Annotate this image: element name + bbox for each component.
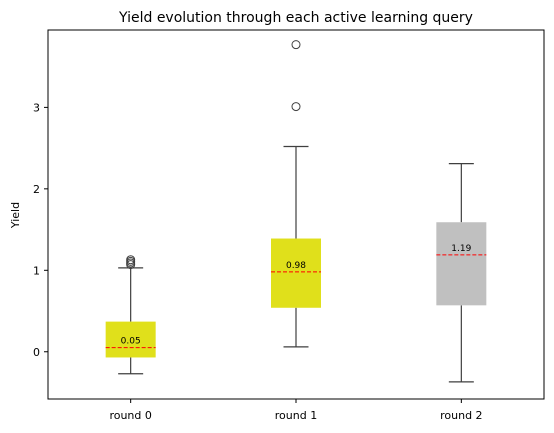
box-iqr — [105, 321, 156, 358]
y-tick-label: 1 — [33, 264, 40, 277]
outlier-point — [291, 102, 301, 112]
y-axis-label: Yield — [9, 202, 22, 229]
outlier-point — [126, 255, 136, 265]
y-tick-label: 2 — [33, 183, 40, 196]
x-tick-label: round 2 — [440, 409, 482, 422]
x-tick-label: round 1 — [275, 409, 317, 422]
box-iqr — [271, 238, 321, 308]
y-tick-label: 3 — [33, 101, 40, 114]
plot-area: 0 1 2 3 round 0 round 1 round 2 0.05 0.98 1.19 — [33, 29, 545, 422]
chart-title: Yield evolution through each active lear… — [118, 10, 473, 26]
outlier-point — [291, 40, 301, 50]
x-tick-label: round 0 — [109, 409, 151, 422]
y-tick-label: 0 — [33, 346, 40, 359]
median-label: 1.19 — [451, 244, 471, 254]
median-label: 0.98 — [286, 261, 306, 271]
box-iqr — [436, 222, 487, 306]
median-label: 0.05 — [121, 337, 141, 347]
